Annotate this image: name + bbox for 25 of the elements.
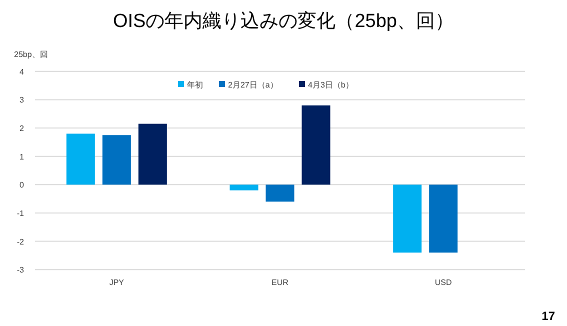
bar <box>302 105 330 185</box>
y-axis-title: 25bp、回 <box>14 50 48 59</box>
bar <box>66 134 95 185</box>
bar <box>393 184 422 253</box>
y-tick-label: 1 <box>20 152 25 162</box>
bar <box>230 184 258 190</box>
legend-label: 4月3日（b） <box>308 80 354 90</box>
y-tick-label: 3 <box>20 96 25 105</box>
y-tick-label: -2 <box>16 237 25 246</box>
bar <box>138 124 167 185</box>
bar <box>429 184 458 253</box>
chart-title: OISの年内織り込みの変化（25bp、回） <box>113 10 454 32</box>
x-tick-label: JPY <box>109 278 125 287</box>
y-tick-label: 0 <box>20 180 25 190</box>
y-tick-label: 4 <box>20 67 25 76</box>
bar <box>266 184 294 202</box>
x-tick-label: EUR <box>272 278 289 287</box>
legend-label: 年初 <box>187 80 203 90</box>
y-tick-label: -3 <box>16 266 25 275</box>
y-tick-label: -1 <box>16 208 25 218</box>
x-tick-label: USD <box>434 278 452 287</box>
text: 17 <box>542 309 556 323</box>
legend-label: 2月27日（a） <box>228 80 278 90</box>
bar <box>102 135 131 185</box>
y-tick-label: 2 <box>20 124 25 134</box>
